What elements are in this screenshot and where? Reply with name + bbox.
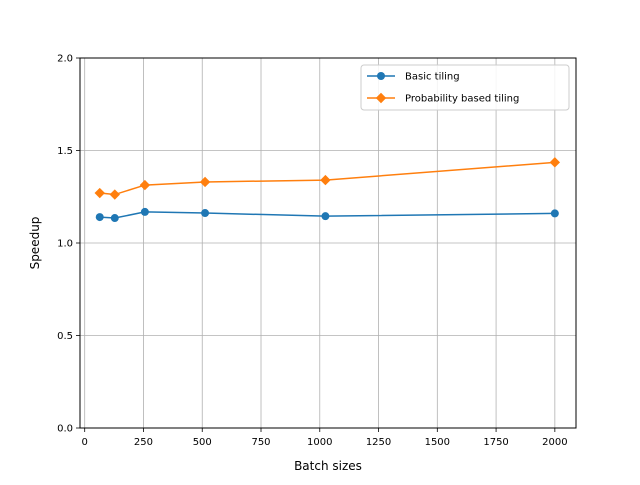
data-point bbox=[139, 179, 151, 191]
legend-label: Basic tiling bbox=[405, 72, 460, 83]
data-point bbox=[94, 187, 105, 199]
data-point bbox=[110, 214, 119, 223]
legend-marker bbox=[375, 92, 387, 104]
series-layer bbox=[94, 157, 561, 223]
data-point bbox=[140, 207, 149, 216]
x-tick-label: 2000 bbox=[542, 437, 567, 448]
y-tick-label: 1.0 bbox=[57, 239, 73, 250]
x-tick-label: 1500 bbox=[425, 437, 450, 448]
data-point bbox=[109, 189, 120, 200]
data-point bbox=[549, 157, 561, 168]
data-point bbox=[320, 174, 331, 186]
legend-label: Probability based tiling bbox=[405, 94, 519, 105]
x-tick-label: 750 bbox=[251, 437, 270, 448]
x-tick-label: 1750 bbox=[483, 437, 508, 448]
x-axis-title: Batch sizes bbox=[294, 459, 362, 473]
y-tick-label: 2.0 bbox=[57, 54, 73, 65]
tick-layer: 0 250 500 750 1000 1250 1500 1750 2000 0.0 0.5 1.0 1… bbox=[57, 54, 567, 449]
data-point bbox=[201, 209, 210, 218]
x-tick-label: 250 bbox=[134, 437, 153, 448]
data-point bbox=[321, 212, 330, 221]
legend-entry: Probability based tiling bbox=[367, 92, 519, 105]
y-axis-title: Speedup bbox=[28, 217, 42, 270]
series-2 bbox=[94, 157, 561, 200]
x-tick-label: 1250 bbox=[366, 437, 391, 448]
legend-box bbox=[360, 64, 570, 111]
x-tick-label: 500 bbox=[193, 437, 212, 448]
x-tick-label: 0 bbox=[82, 437, 88, 448]
series-1 bbox=[95, 207, 559, 223]
legend: Basic tiling Probability based tiling bbox=[360, 64, 570, 111]
grid-lines bbox=[80, 57, 576, 429]
data-point bbox=[550, 209, 559, 218]
legend-entry: Basic tiling bbox=[367, 72, 460, 83]
y-tick-label: 0.0 bbox=[57, 424, 73, 435]
data-point bbox=[95, 213, 104, 222]
y-tick-label: 0.5 bbox=[57, 331, 73, 342]
y-tick-label: 1.5 bbox=[57, 146, 73, 157]
legend-marker bbox=[377, 72, 385, 80]
x-tick-label: 1000 bbox=[307, 437, 332, 448]
data-point bbox=[199, 176, 211, 188]
